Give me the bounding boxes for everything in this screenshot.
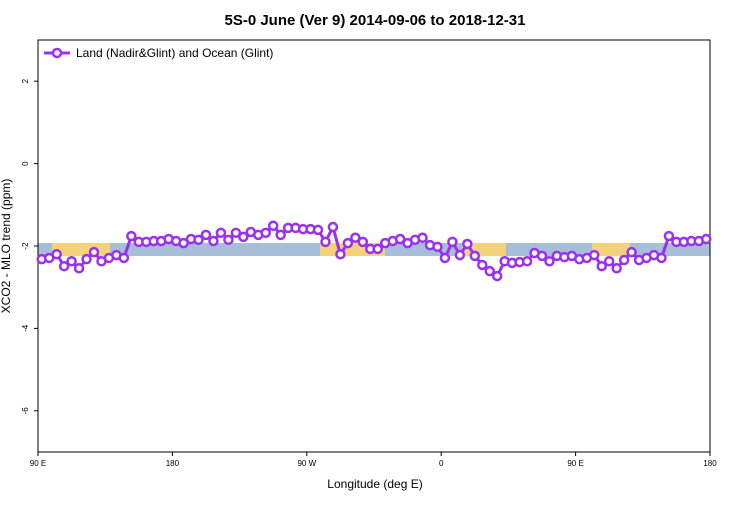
point [51, 248, 62, 260]
point [126, 230, 137, 242]
point [417, 232, 428, 244]
x-tick-label: 180 [166, 459, 180, 468]
point [58, 260, 70, 272]
point [491, 270, 503, 282]
point [611, 262, 622, 274]
point [536, 250, 548, 262]
point [118, 252, 130, 264]
point [439, 252, 451, 264]
point [603, 255, 615, 267]
point [267, 220, 279, 232]
point [372, 243, 383, 255]
point [342, 237, 354, 249]
point [208, 235, 219, 247]
point [626, 246, 637, 258]
legend-label: Land (Nadir&Glint) and Ocean (Glint) [76, 46, 273, 60]
point [88, 246, 100, 258]
point [178, 237, 189, 249]
x-tick-label: 0 [439, 459, 444, 468]
point [462, 238, 473, 250]
y-tick-label: -6 [21, 407, 30, 415]
chart-title: 5S-0 June (Ver 9) 2014-09-06 to 2018-12-… [224, 12, 525, 29]
point [394, 233, 406, 245]
point [327, 221, 339, 233]
y-tick-label: -2 [21, 242, 30, 250]
point [469, 250, 481, 262]
point [200, 229, 212, 241]
point [484, 265, 495, 277]
point [320, 236, 331, 248]
point [238, 231, 249, 243]
x-tick-label: 180 [703, 459, 717, 468]
point [544, 255, 555, 267]
point [350, 232, 361, 244]
x-tick-label: 90 E [567, 459, 583, 468]
y-tick-label: 2 [21, 78, 30, 83]
point [215, 227, 227, 239]
x-tick-label: 90 W [297, 459, 316, 468]
x-axis-label: Longitude (deg E) [327, 477, 422, 491]
y-tick-label: 0 [21, 161, 30, 166]
point [335, 248, 346, 260]
point [596, 260, 607, 272]
point [656, 252, 667, 264]
y-axis-label: XCO2 - MLO trend (ppm) [0, 179, 13, 314]
point [521, 255, 533, 267]
point [230, 227, 242, 239]
point [312, 224, 324, 236]
point [589, 249, 600, 261]
point [73, 262, 85, 274]
point [477, 259, 488, 271]
point [701, 233, 712, 245]
point [357, 236, 369, 248]
y-tick-label: -4 [21, 324, 30, 332]
point [223, 234, 234, 246]
point [260, 227, 271, 239]
point [81, 253, 92, 265]
legend-marker [51, 47, 63, 59]
point [275, 229, 286, 241]
point [447, 236, 458, 248]
point [193, 234, 204, 246]
point [432, 241, 443, 253]
point [663, 230, 675, 242]
x-tick-label: 90 E [30, 459, 46, 468]
point [454, 249, 466, 261]
point [618, 254, 630, 266]
point [66, 255, 77, 267]
